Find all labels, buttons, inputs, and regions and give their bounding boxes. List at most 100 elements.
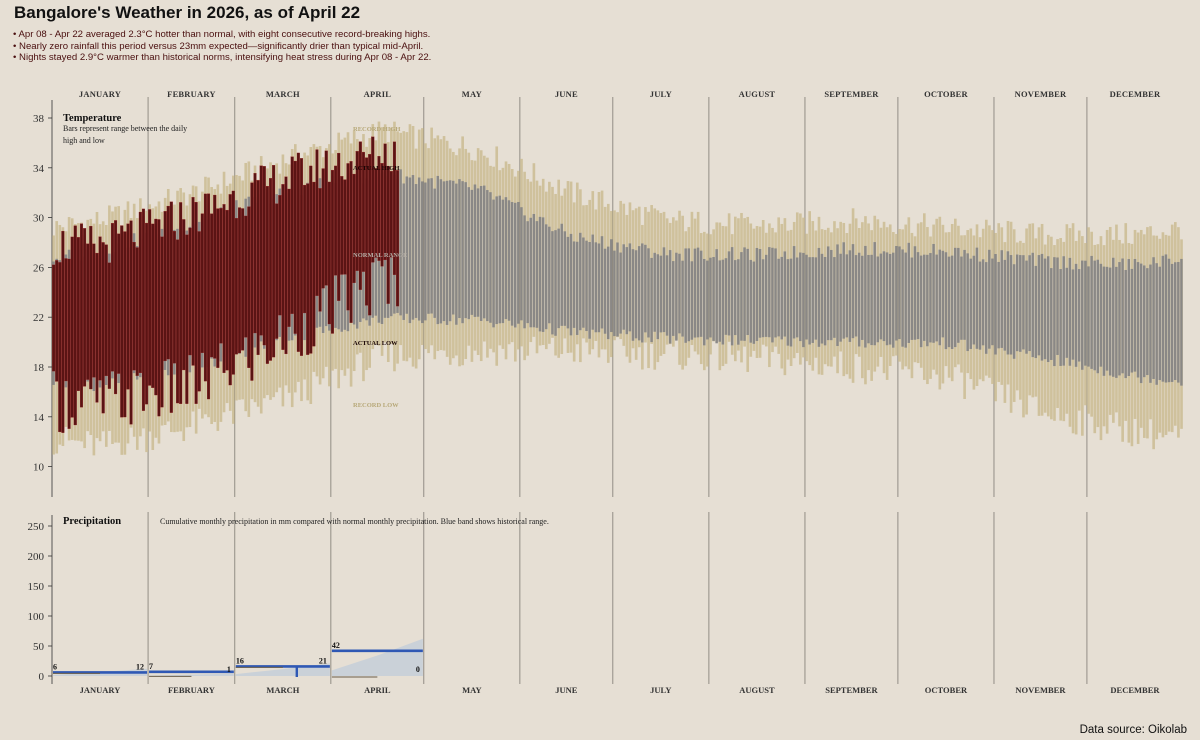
temperature-subtitle: Bars represent range between the daily [63, 124, 187, 133]
actual-range-bar [330, 169, 334, 334]
actual-range-bar [89, 225, 93, 390]
actual-range-bar [95, 252, 99, 403]
temperature-annotation: ACTUAL HIGH [353, 165, 399, 172]
normal-range-bar [957, 247, 960, 343]
actual-range-bar [132, 241, 136, 371]
actual-range-bar [337, 152, 341, 301]
actual-range-bar [396, 170, 400, 307]
month-label-bottom: AUGUST [739, 685, 775, 695]
normal-range-bar [960, 256, 963, 340]
actual-range-bar [355, 151, 359, 271]
normal-range-bar [1152, 257, 1155, 379]
normal-range-bar [870, 254, 873, 346]
normal-range-bar [988, 249, 991, 349]
normal-range-bar [1093, 260, 1096, 371]
normal-range-bar [656, 254, 660, 340]
normal-range-bar [696, 247, 700, 338]
normal-range-bar [898, 246, 901, 340]
month-label-top: MARCH [266, 89, 300, 99]
normal-range-bar [913, 246, 917, 340]
precipitation-title: Precipitation [63, 516, 121, 527]
actual-range-bar [253, 173, 257, 334]
normal-range-bar [1161, 255, 1165, 382]
normal-range-bar [823, 256, 827, 346]
normal-range-bar [895, 246, 898, 341]
normal-range-bar [1143, 265, 1146, 378]
actual-range-bar [194, 201, 198, 404]
precipitation-value-label: 16 [236, 656, 244, 665]
normal-range-bar [935, 254, 938, 342]
actual-range-bar [324, 150, 328, 286]
normal-range-bar [464, 182, 467, 319]
month-label-top: JULY [650, 89, 672, 99]
actual-range-bar [219, 208, 223, 344]
normal-range-bar [445, 180, 449, 325]
actual-range-bar [138, 211, 142, 373]
normal-range-bar [892, 252, 895, 348]
normal-range-bar [799, 252, 802, 342]
normal-range-bar [476, 188, 480, 317]
normal-range-bar [1096, 259, 1100, 374]
normal-range-bar [712, 257, 715, 341]
normal-range-bar [981, 259, 985, 346]
actual-range-bar [114, 220, 118, 395]
actual-range-bar [64, 258, 68, 382]
normal-range-bar [433, 188, 436, 318]
normal-range-bar [758, 249, 762, 338]
normal-range-bar [672, 261, 675, 336]
normal-range-bar [479, 185, 483, 321]
normal-range-bar [544, 224, 548, 330]
normal-range-bar [1105, 266, 1109, 371]
month-label-bottom: DECEMBER [1110, 685, 1160, 695]
month-label-bottom: MARCH [266, 685, 299, 695]
normal-range-bar [1177, 262, 1180, 383]
normal-range-bar [1081, 260, 1084, 370]
actual-range-bar [200, 213, 204, 353]
actual-range-bar [241, 208, 245, 351]
normal-range-bar [1170, 263, 1174, 382]
actual-range-bar [275, 203, 279, 339]
normal-range-bar [504, 197, 508, 320]
temperature-y-tick-label: 18 [33, 362, 45, 374]
actual-range-bar [365, 157, 369, 306]
actual-range-bar [166, 205, 170, 360]
actual-range-bar [58, 262, 62, 433]
normal-range-bar [703, 258, 706, 346]
month-label-top: OCTOBER [924, 89, 968, 99]
precipitation-y-tick-label: 50 [33, 641, 45, 653]
normal-range-bar [768, 247, 771, 338]
normal-range-bar [1158, 266, 1161, 381]
normal-range-bar [1090, 255, 1093, 369]
normal-range-bar [842, 242, 845, 339]
actual-range-bar [281, 184, 285, 350]
normal-range-bar [1118, 262, 1121, 376]
normal-range-bar [1012, 264, 1016, 359]
actual-range-bar [185, 234, 189, 404]
actual-range-bar [247, 206, 251, 368]
precipitation-y-tick-label: 100 [28, 611, 45, 623]
normal-range-bar [795, 257, 799, 338]
normal-range-bar [538, 216, 542, 332]
normal-range-bar [972, 255, 976, 345]
actual-range-bar [371, 136, 375, 263]
normal-range-bar [1062, 256, 1065, 366]
normal-range-bar [820, 253, 824, 344]
actual-range-bar [309, 165, 313, 354]
normal-range-bar [665, 255, 669, 336]
normal-range-bar [1136, 262, 1140, 378]
normal-range-bar [588, 242, 591, 339]
normal-range-bar [755, 247, 759, 341]
normal-range-bar [836, 244, 839, 347]
summary-bullets: • Apr 08 - Apr 22 averaged 2.3°C hotter … [13, 29, 431, 64]
normal-range-bar [579, 232, 582, 331]
month-label-bottom: APRIL [364, 685, 391, 695]
normal-range-bar [919, 255, 923, 348]
normal-range-bar [854, 255, 858, 337]
actual-range-bar [67, 258, 71, 429]
normal-range-bar [1124, 270, 1127, 379]
normal-range-bar [1050, 268, 1053, 360]
actual-range-bar [299, 158, 304, 356]
actual-range-bar [352, 173, 356, 283]
normal-range-bar [569, 233, 573, 336]
temperature-y-tick-label: 30 [33, 213, 45, 225]
